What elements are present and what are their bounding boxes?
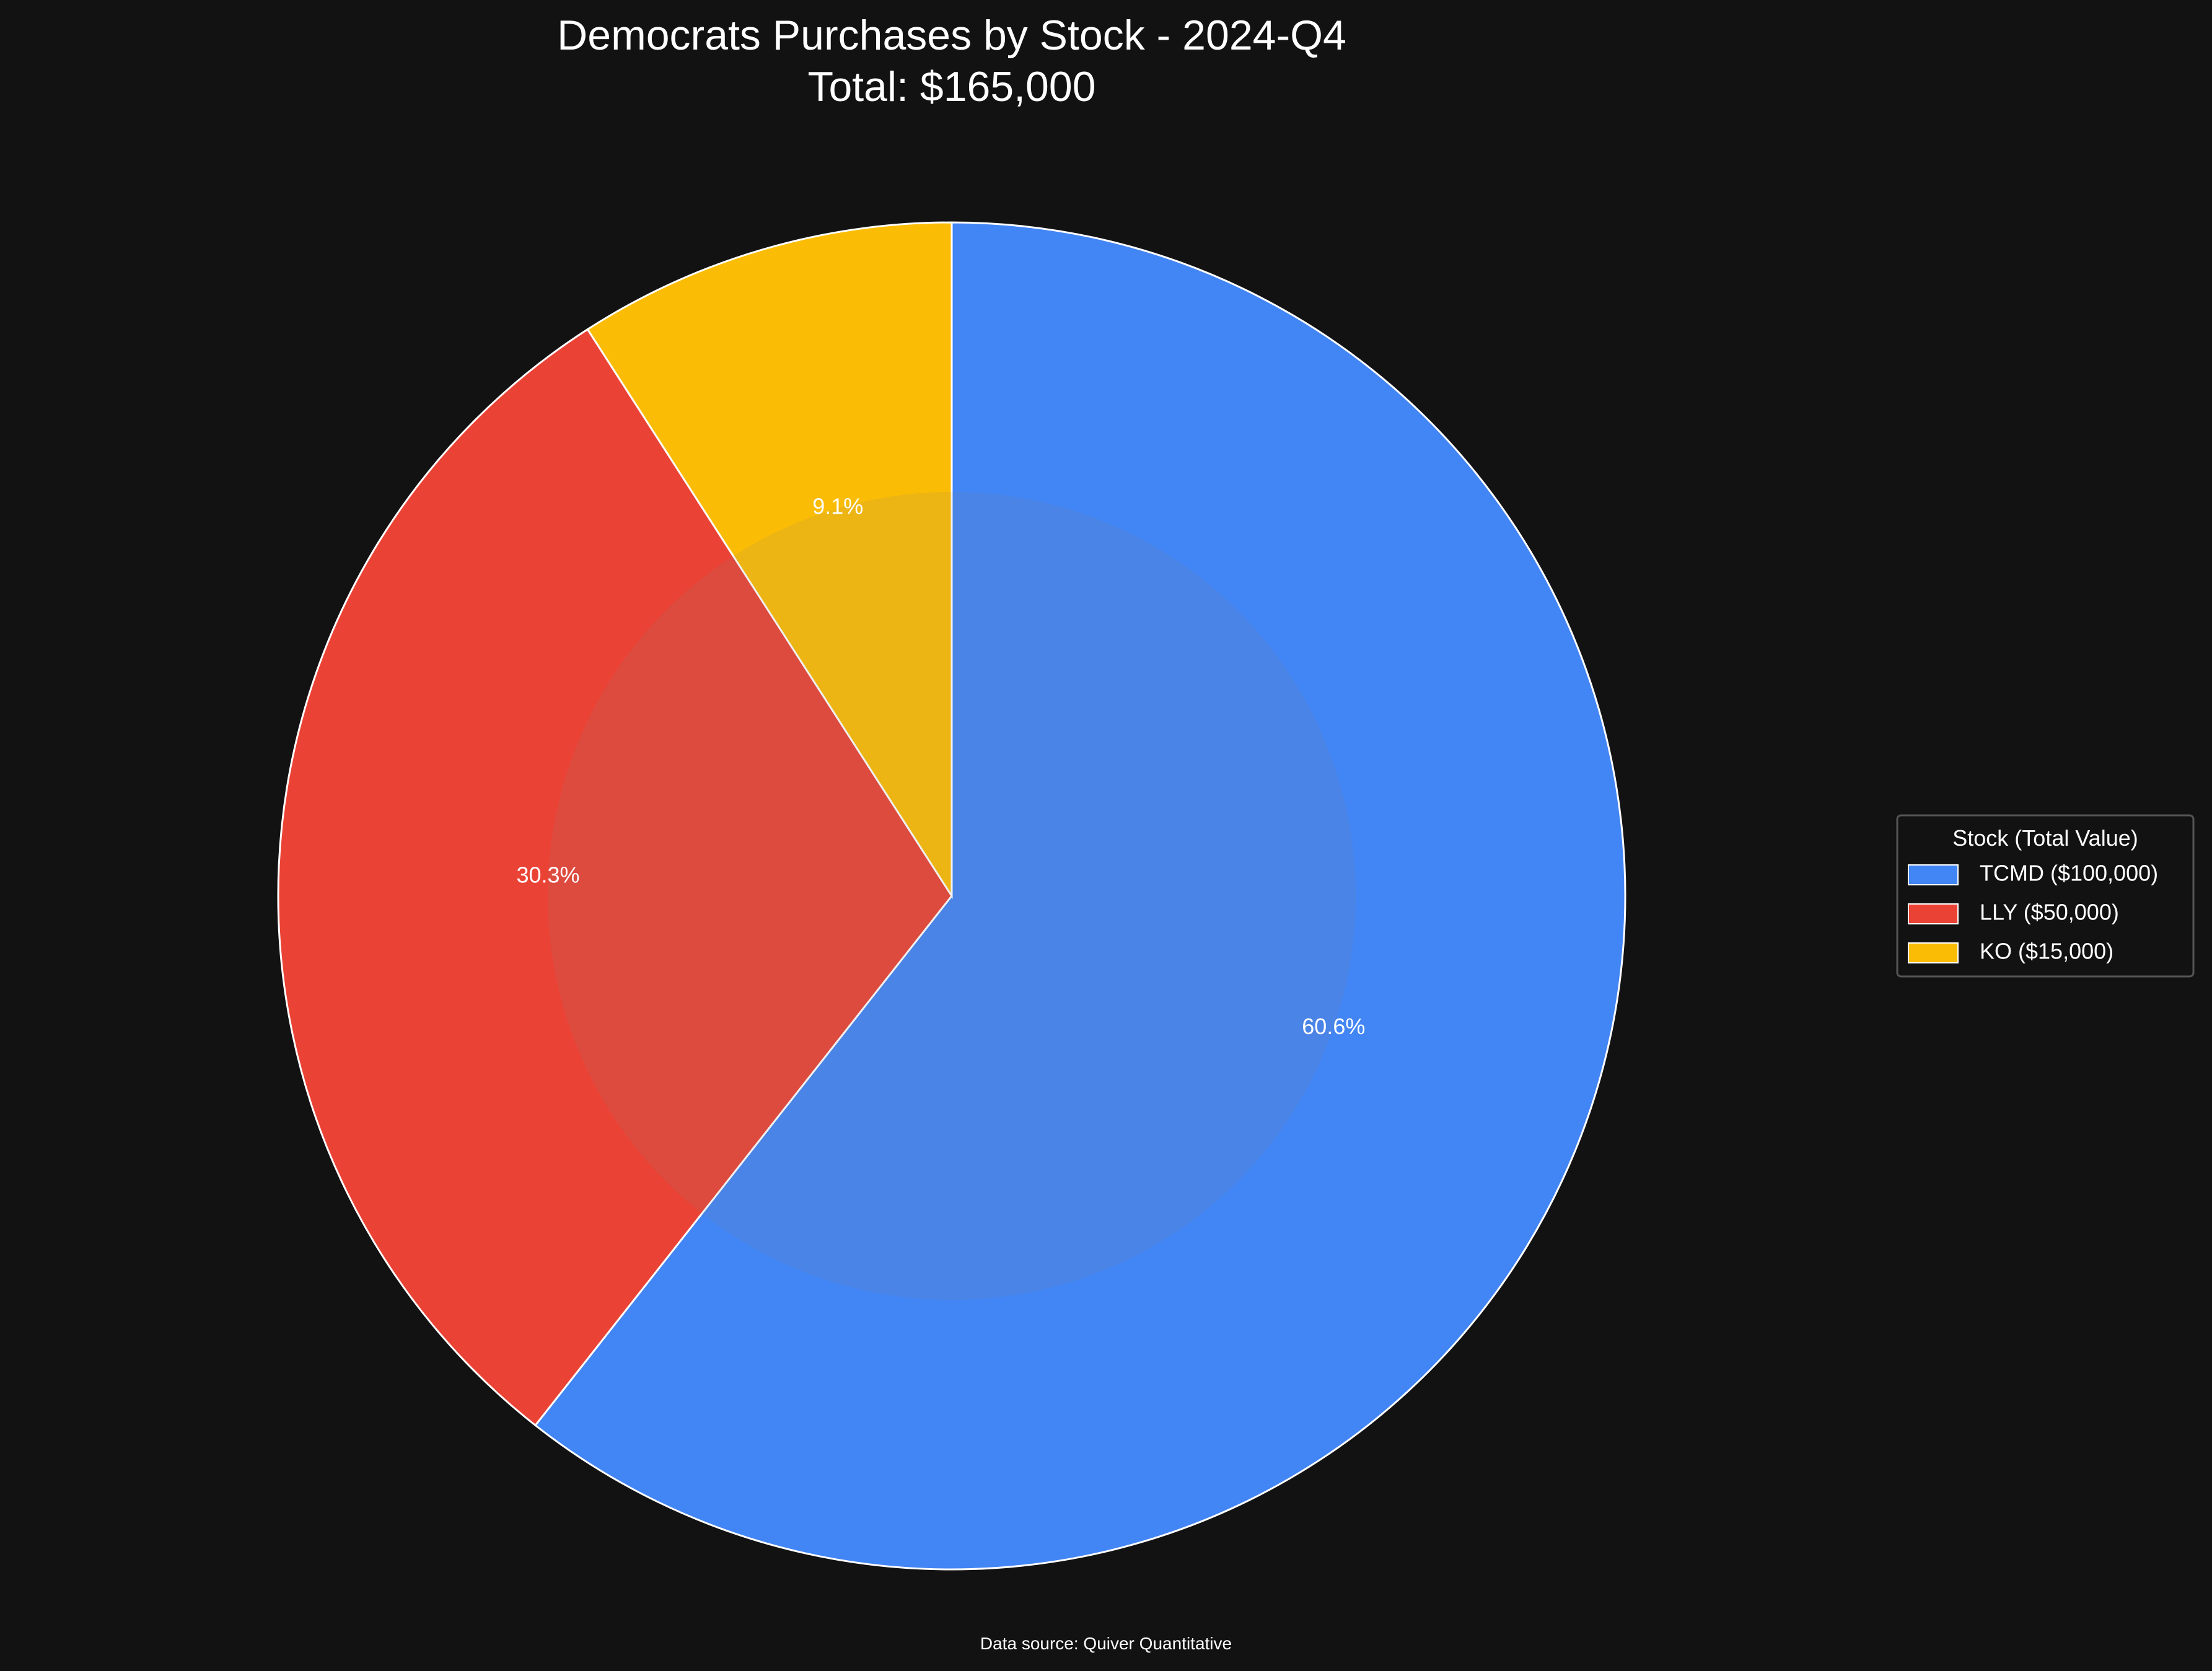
chart-title: Democrats Purchases by Stock - 2024-Q4 (557, 12, 1346, 59)
pie-slice-lly (277, 328, 953, 1427)
pie-percent-labels: 60.6% 30.3% 9.1% (516, 494, 1365, 1039)
chart-subtitle: Total: $165,000 (807, 63, 1095, 110)
pie-percent-label-tcmd: 60.6% (1302, 1014, 1365, 1039)
pie-percent-label-lly: 30.3% (516, 862, 579, 887)
legend-swatch-tcmd (1908, 864, 1959, 885)
legend: Stock (Total Value) TCMD ($100,000) LLY (… (1896, 814, 2195, 978)
data-source-footer: Data source: Quiver Quantitative (980, 1634, 1232, 1653)
pie-slice-ko (586, 221, 953, 900)
inner-shading-disc (548, 492, 1356, 1300)
legend-items: TCMD ($100,000) LLY ($50,000) KO ($15,000) (1908, 861, 2158, 964)
legend-label-lly: LLY ($50,000) (1980, 900, 2119, 925)
legend-title: Stock (Total Value) (1952, 825, 2138, 851)
pie-percent-label-ko: 9.1% (812, 494, 863, 519)
legend-swatch-ko (1908, 942, 1959, 963)
legend-label-tcmd: TCMD ($100,000) (1980, 861, 2158, 886)
pie-slices (277, 221, 1626, 1571)
legend-swatch-lly (1908, 903, 1959, 924)
legend-label-ko: KO ($15,000) (1980, 939, 2113, 964)
pie-slice-tcmd (533, 221, 1626, 1571)
legend-frame (1896, 814, 2195, 978)
